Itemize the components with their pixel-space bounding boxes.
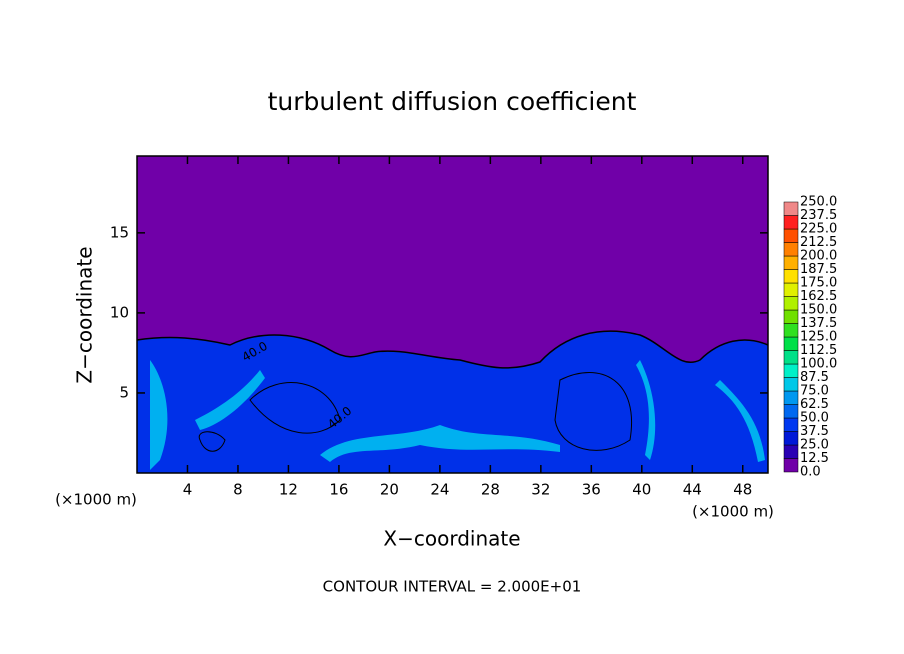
colorbar-label: 37.5 [800, 424, 829, 439]
colorbar-band [783, 404, 799, 419]
chart-title: turbulent diffusion coefficient [268, 87, 637, 116]
colorbar-band [783, 363, 799, 378]
x-unit-label: (×1000 m) [55, 491, 137, 509]
x-tick-label: 16 [329, 481, 348, 499]
colorbar-band [783, 309, 799, 324]
colorbar-band [783, 269, 799, 284]
colorbar-label: 0.0 [800, 465, 821, 480]
colorbar-label: 187.5 [800, 262, 837, 277]
contour-line [198, 372, 632, 452]
x-axis-label: X−coordinate [383, 527, 520, 551]
colorbar-label: 200.0 [800, 249, 837, 264]
colorbar-label: 75.0 [800, 384, 829, 399]
high-streaks [150, 360, 765, 470]
colorbar-band [783, 255, 799, 270]
x-tick-label: 32 [531, 481, 550, 499]
colorbar-label: 150.0 [800, 303, 837, 318]
colorbar-label: 237.5 [800, 208, 837, 223]
x-tick-label: 24 [430, 481, 449, 499]
colorbar-label: 12.5 [800, 451, 829, 466]
colorbar-label: 112.5 [800, 343, 837, 358]
x-tick-label: 20 [380, 481, 399, 499]
x-tick-label: 28 [481, 481, 500, 499]
colorbar-label: 162.5 [800, 289, 837, 304]
x-tick-label: 12 [279, 481, 298, 499]
colorbar-label: 225.0 [800, 222, 837, 237]
colorbar-band [783, 390, 799, 405]
colorbar-band [783, 350, 799, 365]
colorbar-band [783, 323, 799, 338]
x-unit-label: (×1000 m) [692, 503, 774, 521]
y-tick-label: 15 [110, 223, 129, 241]
colorbar-label: 62.5 [800, 397, 829, 412]
x-tick-label: 36 [582, 481, 601, 499]
contour-line [136, 330, 769, 369]
x-tick-label: 4 [183, 481, 193, 499]
colorbar-label: 175.0 [800, 276, 837, 291]
colorbar-label: 212.5 [800, 235, 837, 250]
plot-frame [136, 155, 769, 474]
colorbar-band [783, 336, 799, 351]
colorbar-band [783, 201, 799, 216]
colorbar-label: 125.0 [800, 330, 837, 345]
x-tick-label: 8 [233, 481, 243, 499]
colorbar-band [783, 215, 799, 230]
colorbar-label: 87.5 [800, 370, 829, 385]
x-tick-label: 48 [733, 481, 752, 499]
y-tick-label: 5 [119, 383, 129, 401]
x-tick-label: 40 [632, 481, 651, 499]
colorbar-band [783, 431, 799, 446]
colorbar-label: 50.0 [800, 411, 829, 426]
colorbar-band [783, 377, 799, 392]
colorbar-label: 250.0 [800, 195, 837, 210]
colorbar-band [783, 458, 799, 473]
colorbar-label: 25.0 [800, 438, 829, 453]
colorbar-band [783, 296, 799, 311]
colorbar-label: 100.0 [800, 357, 837, 372]
turbulent-region [137, 331, 768, 473]
field: 40.0 40.0 [136, 156, 769, 473]
colorbar-band [783, 242, 799, 257]
y-axis-label: Z−coordinate [73, 246, 97, 383]
colorbar-band [783, 444, 799, 459]
colorbar-band [783, 282, 799, 297]
colorbar-band [783, 228, 799, 243]
colorbar-label: 137.5 [800, 316, 837, 331]
colorbar-band [783, 417, 799, 432]
footer: CONTOUR INTERVAL = 2.000E+01 [323, 578, 582, 596]
y-tick-label: 10 [110, 303, 129, 321]
x-tick-label: 44 [683, 481, 702, 499]
